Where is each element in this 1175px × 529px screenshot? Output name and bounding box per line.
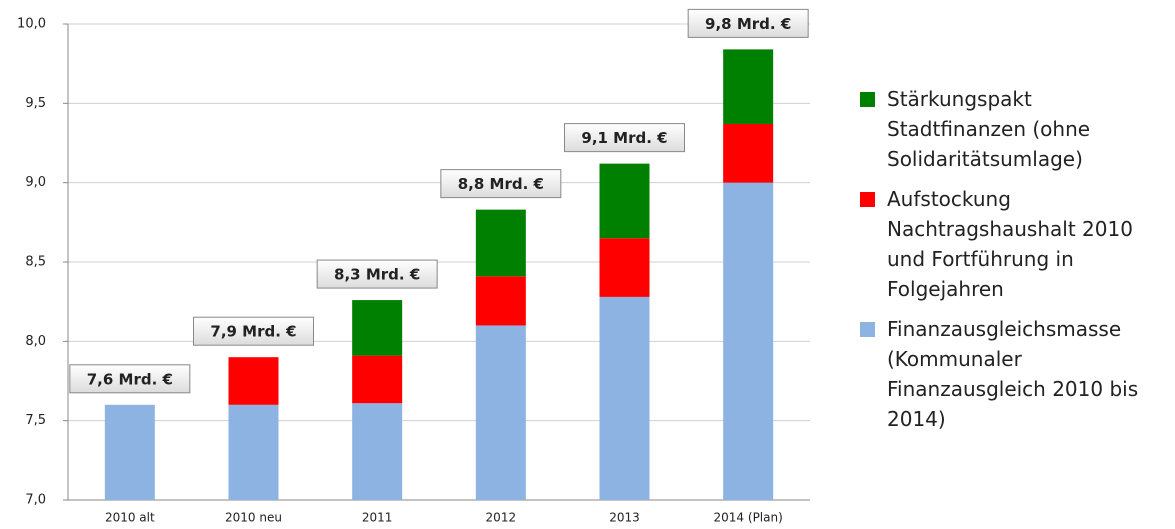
y-tick-label: 8,5 (25, 255, 46, 270)
annotation: 9,8 Mrd. € (705, 15, 791, 33)
annotation-box (193, 316, 314, 346)
bar-segment (352, 300, 403, 356)
annotation-box (316, 259, 438, 289)
annotation: 7,6 Mrd. € (87, 370, 173, 388)
annotation-box (440, 169, 562, 199)
bar-segment (599, 163, 650, 239)
legend-swatch (860, 192, 875, 207)
x-tick-label: 2013 (609, 511, 640, 525)
chart: 7,0 7,5 8,0 8,5 9,0 9,5 10,0 2010 alt 7,6 Mrd. €… (17, 8, 810, 525)
x-tick-label: 2010 neu (225, 511, 282, 525)
x-tick-label: 2011 (362, 511, 393, 525)
annotation: 8,3 Mrd. € (334, 266, 420, 284)
legend-swatch (860, 92, 875, 107)
legend-entry: Stärkungspakt Stadtfinanzen (ohne Solida… (860, 84, 1172, 174)
legend-label: Stärkungspakt Stadtfinanzen (ohne Solida… (887, 87, 1091, 171)
bar-segment (475, 209, 526, 277)
y-tick-label: 9,0 (25, 175, 46, 190)
bar-segment (352, 355, 403, 404)
annotation: 8,8 Mrd. € (458, 175, 544, 193)
annotation-box (564, 123, 685, 153)
y-tick-label: 9,5 (25, 96, 46, 111)
y-tick-label: 7,5 (25, 413, 46, 428)
legend: Stärkungspakt Stadtfinanzen (ohne Solida… (860, 84, 1172, 444)
y-tick-label: 10,0 (17, 17, 46, 32)
x-tick-label: 2012 (486, 511, 517, 525)
annotation-box (687, 8, 809, 38)
bar-segment (352, 403, 403, 500)
legend-label: Aufstockung Nachtragshaushalt 2010 und F… (887, 187, 1133, 301)
x-tick-label: 2010 alt (105, 511, 155, 525)
bar-segment (723, 123, 774, 183)
bar-segment (475, 325, 526, 500)
y-tick-label: 8,0 (25, 334, 46, 349)
bar-segment (104, 404, 155, 500)
annotation: 9,1 Mrd. € (581, 129, 667, 147)
bar-segment (599, 238, 650, 297)
x-tick-label: 2014 (Plan) (714, 511, 783, 525)
bar-segment (599, 296, 650, 500)
annotation-box (69, 364, 191, 394)
bar-segment (723, 182, 774, 500)
y-tick-label: 7,0 (25, 493, 46, 508)
legend-label: Finanzausgleichsmasse (Kommunaler Finanz… (887, 317, 1139, 431)
bar-segment (475, 276, 526, 326)
bar-segment (228, 357, 279, 405)
annotation: 7,9 Mrd. € (210, 323, 296, 341)
legend-entry: Finanzausgleichsmasse (Kommunaler Finanz… (860, 314, 1172, 434)
bar-segment (228, 404, 279, 500)
bar-segment (723, 49, 774, 124)
legend-entry: Aufstockung Nachtragshaushalt 2010 und F… (860, 184, 1172, 304)
legend-swatch (860, 322, 875, 337)
